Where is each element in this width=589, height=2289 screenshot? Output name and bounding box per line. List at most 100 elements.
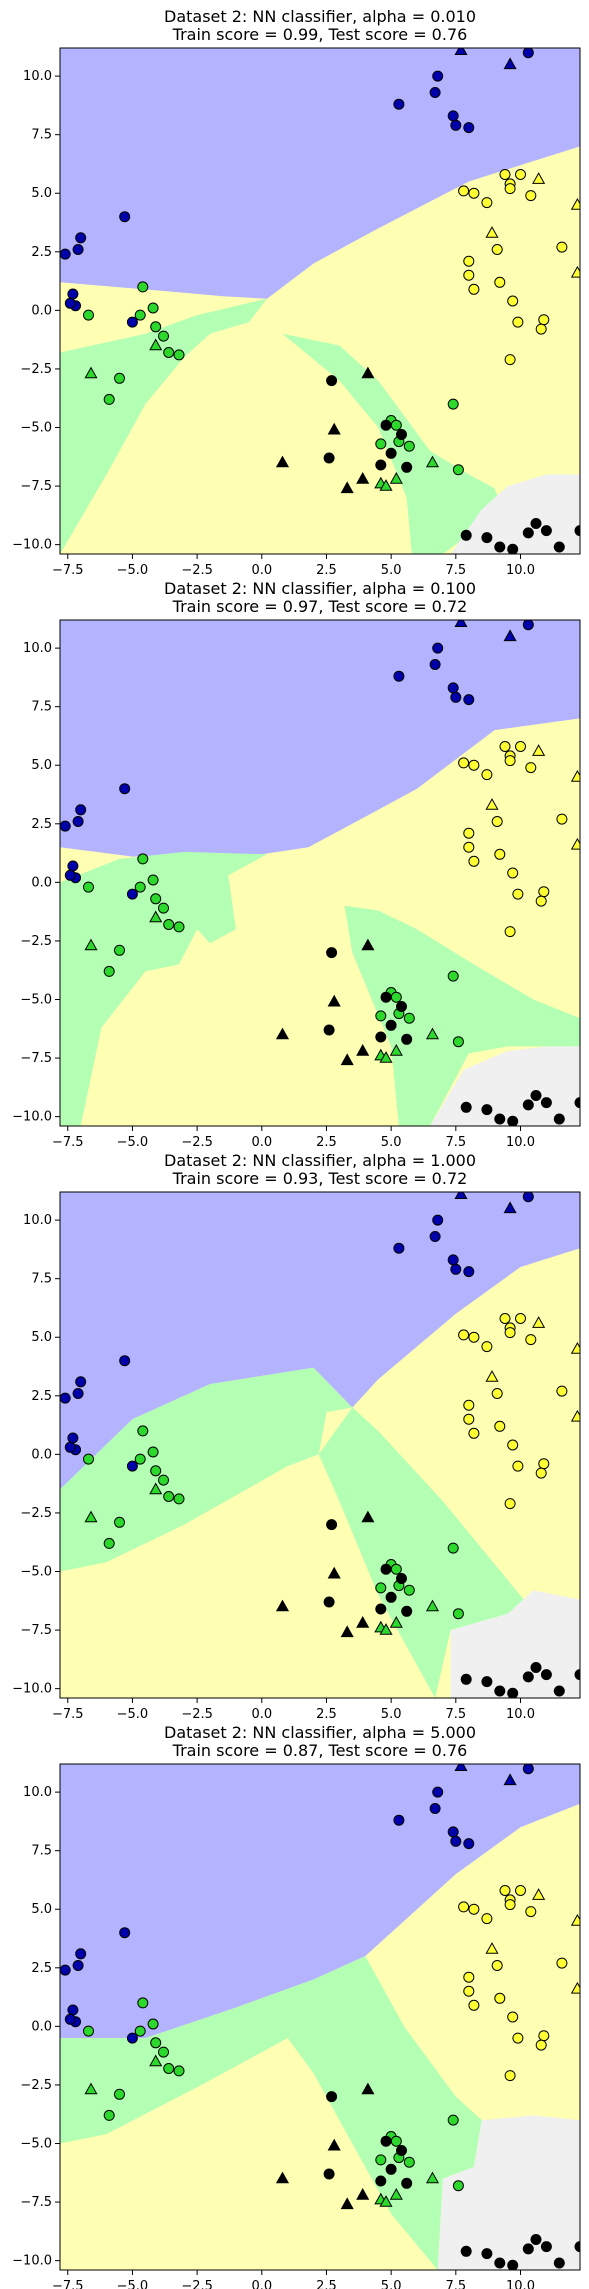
x-tick-label: 5.0 [381,2279,402,2289]
test-point [454,48,468,55]
train-point [67,2004,79,2016]
train-point [447,110,459,122]
train-point [326,1519,338,1531]
train-point [83,1453,94,1465]
train-point [494,1685,506,1697]
train-point [553,1685,565,1697]
train-point [504,1498,516,1510]
train-point [463,255,475,267]
train-point [458,1329,470,1341]
test-point [356,1615,370,1628]
train-point [553,541,565,553]
y-tick-label: 0.0 [31,875,52,890]
test-point [275,1599,290,1612]
train-point [75,232,87,244]
y-tick-label: 0.0 [31,1447,52,1462]
train-point [452,1608,464,1620]
train-point [134,309,146,321]
x-tick-label: 10.0 [506,1135,535,1150]
x-tick-label: −7.5 [52,1135,84,1150]
train-point [380,419,392,431]
train-point [396,1001,407,1012]
test-point [532,744,546,756]
train-point [447,398,459,410]
train-point [147,302,159,314]
train-point [522,48,534,59]
test-point [389,1043,403,1056]
train-point [463,1266,475,1278]
x-tick-label: 7.5 [445,2279,466,2289]
train-point [75,1376,87,1388]
train-point [390,2135,402,2147]
test-point [379,1623,393,1635]
test-point [361,1510,375,1523]
chart-panel-4: Dataset 2: NN classifier, alpha = 5.000T… [12,1723,581,2289]
train-point [75,804,87,816]
train-point [481,1676,493,1688]
x-tick-label: 2.5 [316,1707,337,1722]
test-point [149,2054,163,2067]
decision-region-class-0 [60,620,580,857]
train-point [380,991,392,1003]
train-point [463,841,475,853]
y-tick-label: 5.0 [31,186,52,201]
train-point [396,429,407,440]
decision-region-class-1 [282,333,503,554]
train-point [522,1192,534,1203]
y-tick-label: 2.5 [31,1389,52,1404]
test-point [570,1913,580,1926]
test-point [425,1599,440,1612]
train-point [75,1948,87,1960]
train-point [512,1460,524,1472]
y-tick-label: −10.0 [12,2254,52,2269]
train-point [538,1458,550,1470]
test-point [425,2171,440,2184]
train-point [147,1446,159,1458]
train-point [515,741,526,752]
test-point [356,471,370,484]
train-point [507,295,519,307]
train-point [119,783,131,795]
train-point [556,241,568,253]
train-point [463,1399,475,1411]
train-point [507,1439,519,1451]
train-point [390,1563,402,1575]
train-point [432,1214,444,1226]
train-point [504,354,516,366]
train-point [403,2156,415,2168]
train-point [380,2135,392,2147]
train-point [137,1425,149,1437]
train-point [556,813,568,825]
test-point [340,1625,354,1638]
train-point [375,1603,387,1615]
train-point [103,2109,115,2121]
train-point [450,691,462,703]
train-point [574,2241,580,2253]
train-point [504,755,516,767]
train-point [494,2257,506,2269]
train-point [147,2018,159,2030]
plot-area [60,620,580,1126]
train-point [494,1420,506,1432]
train-point [507,867,519,879]
chart-title-line2: Train score = 0.97, Test score = 0.72 [172,597,468,616]
y-tick-label: −7.5 [20,479,52,494]
train-point [375,438,387,450]
y-tick-label: 7.5 [31,1844,52,1859]
train-point [525,1906,537,1918]
train-point [504,926,516,938]
chart-title-line1: Dataset 2: NN classifier, alpha = 1.000 [164,1151,476,1170]
test-point [84,1510,98,1523]
train-point [173,921,185,933]
train-point [126,2032,138,2044]
x-tick-label: 5.0 [381,1707,402,1722]
train-point [450,1835,462,1847]
train-point [396,2145,407,2156]
train-point [396,1573,407,1584]
train-point [538,314,550,326]
train-point [525,762,537,774]
train-point [556,1385,568,1397]
train-point [126,1460,138,1472]
train-point [460,1673,472,1685]
train-point [173,349,185,361]
